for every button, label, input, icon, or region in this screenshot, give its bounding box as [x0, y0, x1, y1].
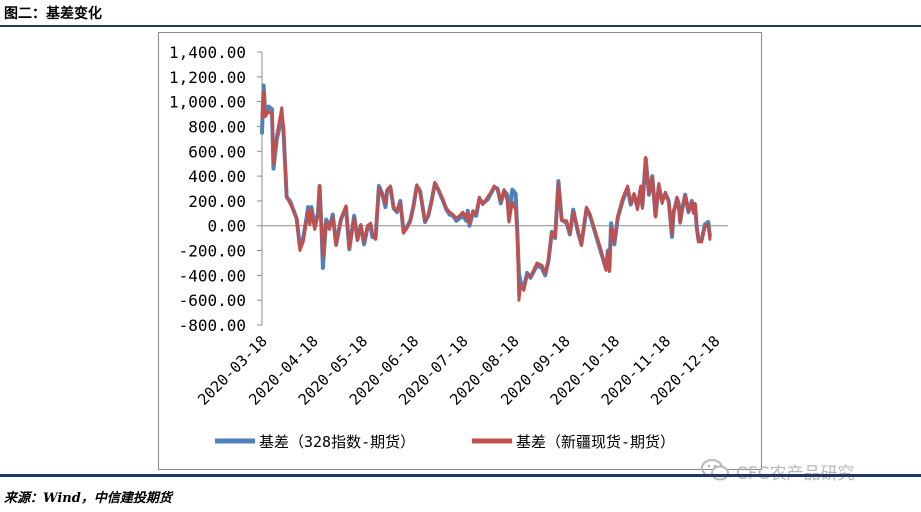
series-lines	[260, 83, 712, 302]
bottom-rule	[0, 474, 921, 477]
y-tick-label: 800.00	[188, 117, 246, 136]
y-tick-label: 400.00	[188, 167, 246, 186]
x-axis-tick-labels: 2020-03-182020-04-182020-05-182020-06-18…	[194, 332, 723, 409]
series-line-2	[260, 90, 712, 302]
y-axis-ticks	[257, 51, 262, 326]
y-tick-label: 600.00	[188, 142, 246, 161]
y-tick-label: 200.00	[188, 192, 246, 211]
y-tick-label: -800.00	[179, 316, 246, 335]
y-tick-label: -400.00	[179, 266, 246, 285]
watermark: CFC农产品研究	[700, 455, 910, 487]
y-tick-label: 1,000.00	[169, 93, 246, 112]
top-rule	[0, 25, 921, 27]
source-note: 来源：Wind，中信建投期货	[4, 491, 172, 506]
watermark-text: CFC农产品研究	[736, 459, 855, 484]
y-axis-tick-labels: 1,400.00 1,200.00 1,000.00 800.00 600.00 400.…	[169, 43, 246, 335]
y-tick-label: 1,200.00	[169, 68, 246, 87]
chart-frame	[158, 32, 762, 470]
wechat-icon	[701, 459, 729, 481]
legend-label-series-2: 基差（新疆现货-期货）	[516, 433, 675, 451]
legend: 基差（328指数-期货） 基差（新疆现货-期货）	[215, 433, 675, 451]
figure-title: 图二：基差变化	[4, 6, 102, 22]
legend-label-series-1: 基差（328指数-期货）	[259, 433, 415, 451]
y-tick-label: -600.00	[179, 291, 246, 310]
y-tick-label: -200.00	[179, 242, 246, 261]
y-tick-label: 0.00	[207, 217, 246, 236]
y-tick-label: 1,400.00	[169, 43, 246, 62]
